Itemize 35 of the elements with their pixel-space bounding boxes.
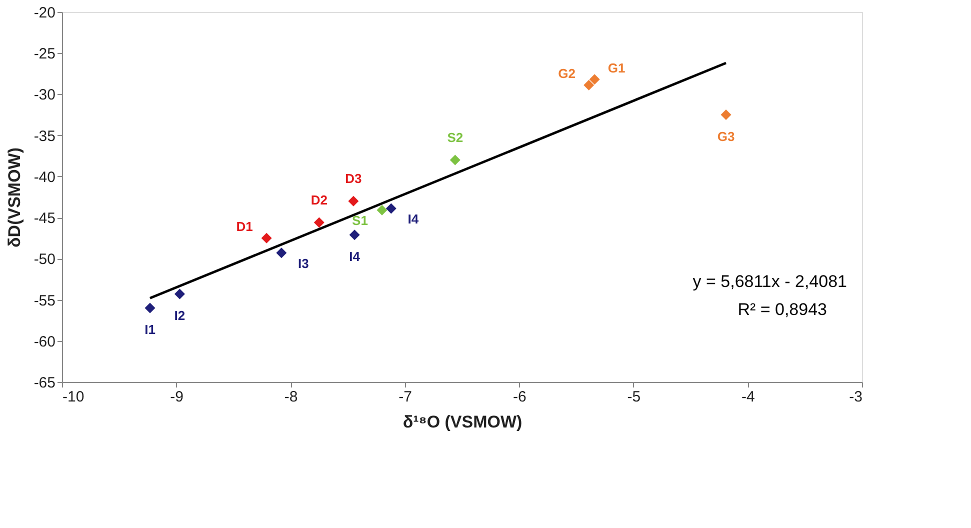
- annotation: S1: [352, 213, 368, 228]
- x-tick-label: -9: [170, 388, 184, 406]
- annotation: I2: [174, 308, 186, 324]
- annotation: D1: [236, 219, 253, 234]
- annotation: G1: [608, 60, 626, 76]
- y-axis-title: δD(VSMOW): [4, 147, 24, 248]
- y-tick-label: -60: [34, 333, 56, 350]
- x-tick-label: -10: [62, 388, 84, 406]
- annotation: I1: [144, 322, 156, 337]
- annotation: I3: [298, 256, 309, 271]
- y-tick-label: -40: [34, 168, 56, 186]
- annotation: R² = 0,8943: [738, 300, 827, 319]
- annotation: y = 5,6811x - 2,4081: [692, 272, 847, 291]
- y-tick-label: -20: [34, 4, 56, 22]
- annotation: D3: [345, 171, 362, 186]
- y-tick-label: -35: [34, 128, 56, 145]
- annotation: I4: [349, 248, 361, 264]
- annotation: G2: [558, 66, 576, 82]
- y-tick-label: -65: [34, 374, 56, 392]
- y-tick-label: -25: [34, 46, 56, 63]
- annotation: D2: [310, 192, 328, 208]
- x-tick-label: -5: [627, 388, 641, 406]
- x-tick-label: -4: [742, 388, 755, 406]
- x-tick-label: -6: [512, 388, 526, 406]
- annotation: I4: [408, 212, 420, 227]
- annotation: G3: [717, 128, 735, 144]
- y-tick-label: -45: [34, 210, 56, 228]
- y-tick-label: -30: [34, 86, 56, 104]
- y-tick-label: -55: [34, 292, 56, 310]
- x-tick-label: -7: [398, 388, 412, 406]
- annotation: S2: [447, 130, 464, 145]
- x-tick-label: -3: [849, 388, 862, 406]
- x-tick-label: -8: [284, 388, 298, 406]
- y-tick-label: -50: [34, 251, 56, 268]
- x-axis-title: δ¹⁸O (VSMOW): [402, 412, 522, 432]
